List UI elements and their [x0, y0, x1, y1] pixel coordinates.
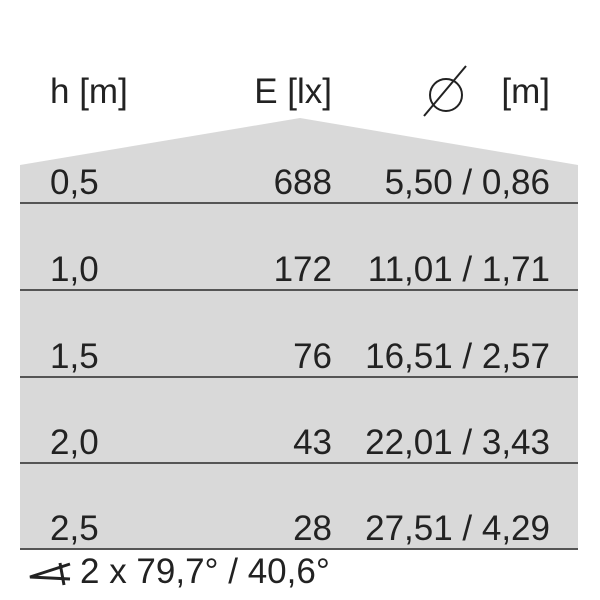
light-cone-shape — [20, 118, 578, 549]
diameter-icon — [423, 65, 467, 117]
diameter-value: 5,50 / 0,86 — [384, 163, 550, 202]
illuminance-value: 688 — [273, 163, 332, 202]
illuminance-value: 43 — [293, 423, 332, 462]
beam-angle: 2 x 79,7° / 40,6° — [26, 552, 330, 592]
diameter-value: 11,01 / 1,71 — [367, 250, 550, 289]
illuminance-header: E [lx] — [254, 72, 332, 111]
height-value: 1,5 — [50, 337, 99, 376]
diameter-value: 27,51 / 4,29 — [365, 509, 550, 548]
illuminance-value: 76 — [293, 337, 332, 376]
height-header: h [m] — [50, 72, 128, 111]
diameter-value: 16,51 / 2,57 — [365, 337, 550, 376]
illuminance-value: 172 — [273, 250, 332, 289]
height-value: 2,0 — [50, 423, 99, 462]
height-value: 2,5 — [50, 509, 99, 548]
beam-angle-text: 2 x 79,7° / 40,6° — [80, 552, 330, 591]
illuminance-value: 28 — [293, 509, 332, 548]
height-value: 1,0 — [50, 250, 99, 289]
angle-icon — [29, 562, 71, 586]
diameter-value: 22,01 / 3,43 — [365, 423, 550, 462]
height-value: 0,5 — [50, 163, 99, 202]
diameter-header: [m] — [501, 72, 550, 111]
